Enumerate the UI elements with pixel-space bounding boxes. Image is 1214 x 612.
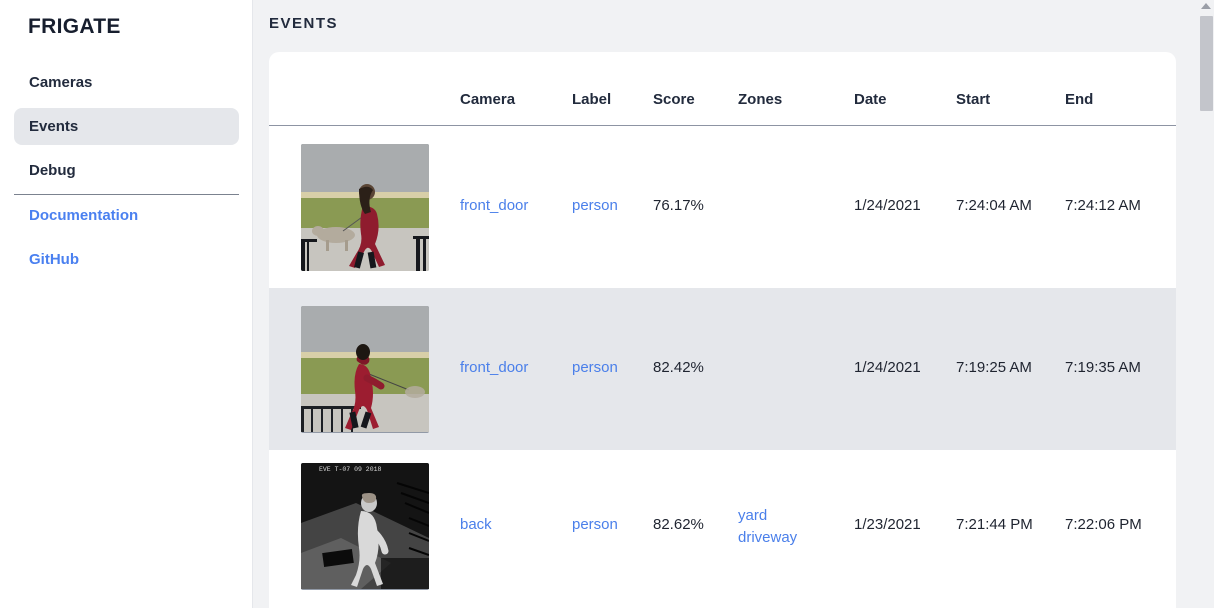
- svg-text:EVE T-07 09 2018: EVE T-07 09 2018: [319, 466, 382, 473]
